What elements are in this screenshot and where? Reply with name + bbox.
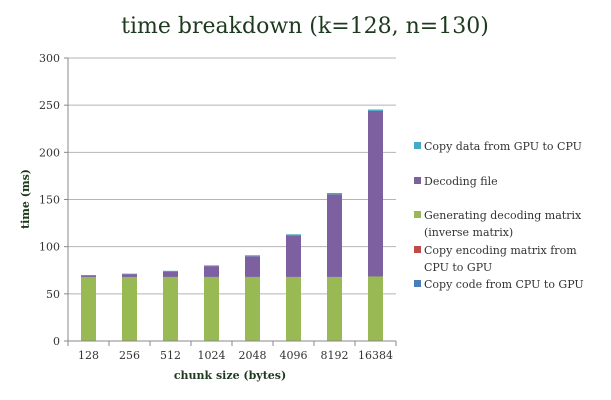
bar-segment: [122, 276, 137, 341]
legend-swatch: [414, 142, 421, 149]
bar-segment: [327, 194, 342, 277]
bar-segment: [245, 255, 260, 257]
y-tick-label: 150: [39, 194, 60, 207]
bar-segment: [245, 256, 260, 277]
bar-segment: [163, 271, 178, 277]
bar-segment: [286, 234, 301, 236]
bar-segment: [81, 275, 96, 277]
x-tick-label: 2048: [239, 349, 267, 362]
bar-segment: [286, 235, 301, 277]
legend-label: Copy code from CPU to GPU: [424, 278, 584, 291]
y-axis-title: time (ms): [19, 169, 32, 229]
legend-label: Decoding file: [424, 175, 498, 188]
bar-segment: [122, 274, 137, 277]
x-tick-label: 16384: [358, 349, 393, 362]
legend-swatch: [414, 177, 421, 184]
bar-segment: [204, 266, 219, 277]
bar-segment: [368, 110, 383, 277]
legend-label: Copy encoding matrix from: [424, 244, 577, 257]
y-tick-label: 0: [53, 335, 60, 348]
bar-segment: [327, 192, 342, 195]
bar-segment: [245, 276, 260, 341]
x-tick-label: 256: [119, 349, 140, 362]
legend-swatch: [414, 246, 421, 253]
legend-swatch: [414, 280, 421, 287]
y-tick-label: 100: [39, 241, 60, 254]
legend-label: (inverse matrix): [424, 226, 513, 239]
legend: Copy data from GPU to CPU Decoding file Ge…: [414, 140, 584, 291]
y-tick-label: 250: [39, 99, 60, 112]
x-tick-label: 4096: [280, 349, 308, 362]
legend-swatch: [414, 211, 421, 218]
bar-segment: [368, 276, 383, 341]
x-tick-label: 8192: [321, 349, 349, 362]
gridlines: [68, 57, 396, 295]
bar-segment: [81, 276, 96, 341]
legend-label: Generating decoding matrix: [424, 209, 582, 222]
x-tick-label: 128: [78, 349, 99, 362]
x-tick-label: 1024: [198, 349, 226, 362]
y-tick-label: 200: [39, 146, 60, 159]
bar-segment: [368, 109, 383, 111]
legend-label: Copy data from GPU to CPU: [424, 140, 582, 153]
bars: [81, 109, 383, 341]
bar-segment: [327, 276, 342, 341]
y-tick-label: 50: [46, 288, 60, 301]
x-axis-ticks: 128 256 512 1024 2048 4096 8192 16384: [67, 341, 397, 362]
bar-segment: [204, 276, 219, 341]
chart-title: time breakdown (k=128, n=130): [121, 14, 489, 39]
bar-segment: [163, 276, 178, 341]
x-axis-title: chunk size (bytes): [174, 369, 286, 382]
x-tick-label: 512: [160, 349, 181, 362]
y-tick-label: 300: [39, 52, 60, 65]
bar-segment: [204, 265, 219, 267]
y-axis-ticks: 0 50 100 150 200 250 300: [39, 52, 68, 348]
bar-segment: [286, 276, 301, 341]
legend-label: CPU to GPU: [424, 261, 492, 274]
